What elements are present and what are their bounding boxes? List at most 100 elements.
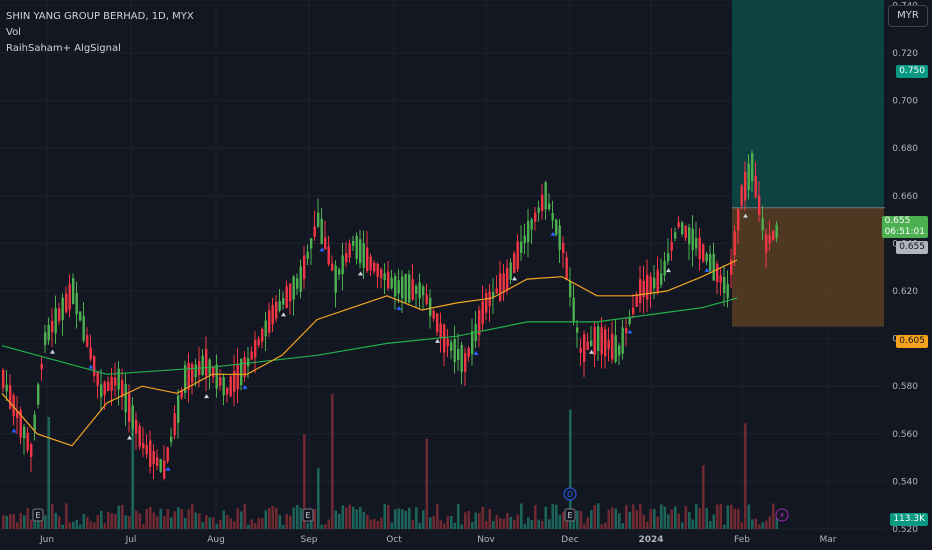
volume-bar xyxy=(282,524,285,529)
volume-bar xyxy=(278,515,282,529)
volume-bar xyxy=(660,504,663,529)
candle-body xyxy=(733,231,736,256)
signal-arrow xyxy=(550,231,556,236)
volume-bar xyxy=(149,506,152,529)
volume-bar xyxy=(621,523,625,529)
volume-bar xyxy=(625,505,628,529)
candle-body xyxy=(58,308,61,322)
candle-body xyxy=(719,275,722,283)
candle-body xyxy=(621,327,624,354)
candle-body xyxy=(607,340,610,349)
candle-body xyxy=(89,347,92,360)
candle-body xyxy=(443,324,446,353)
volume-bar xyxy=(16,522,19,529)
volume-bar xyxy=(432,516,436,529)
volume-bar xyxy=(233,521,236,529)
volume-bar xyxy=(387,504,390,529)
symbol-title[interactable]: SHIN YANG GROUP BERHAD, 1D, MYX xyxy=(6,11,194,22)
candle-body xyxy=(100,384,103,398)
candle-body xyxy=(61,297,64,321)
volume-bar xyxy=(135,510,138,529)
last-price-value: 0.655 xyxy=(884,216,911,226)
signal-arrow xyxy=(50,349,55,354)
countdown-value: 06:51:01 xyxy=(884,227,925,237)
volume-bar xyxy=(205,515,208,529)
candle-body xyxy=(303,255,306,280)
volume-bar xyxy=(124,515,128,529)
volume-tag: 113.3K xyxy=(890,513,928,526)
volume-bar xyxy=(401,509,404,529)
indicator-vol[interactable]: Vol xyxy=(6,27,21,38)
volume-bar xyxy=(338,513,341,529)
volume-bar xyxy=(751,519,754,529)
candle-body xyxy=(345,253,348,263)
volume-bar xyxy=(254,523,257,529)
candle-body xyxy=(131,405,134,429)
volume-bar xyxy=(86,517,89,529)
currency-button[interactable]: MYR xyxy=(888,5,928,27)
candle-body xyxy=(611,333,614,360)
candle-body xyxy=(369,256,372,271)
volume-bar xyxy=(128,516,131,529)
candle-body xyxy=(257,338,260,346)
candlesticks xyxy=(2,150,778,481)
candle-body xyxy=(180,390,183,398)
candle-body xyxy=(261,328,264,342)
signal-arrow xyxy=(473,351,479,356)
volume-bar xyxy=(593,505,597,529)
candle-body xyxy=(481,301,484,325)
candle-body xyxy=(674,232,677,239)
volume-bar xyxy=(324,524,327,529)
candle-body xyxy=(313,226,316,237)
candle-body xyxy=(187,362,190,390)
volume-bar xyxy=(9,514,12,529)
candle-body xyxy=(639,279,642,303)
candle-body xyxy=(96,371,99,386)
candle-body xyxy=(128,393,131,422)
candle-body xyxy=(124,383,127,413)
candle-body xyxy=(138,425,141,447)
candle-body xyxy=(712,253,715,281)
volume-bar xyxy=(530,520,534,529)
candle-body xyxy=(397,280,400,294)
volume-bar xyxy=(100,510,103,529)
signal-arrow xyxy=(743,213,748,218)
candle-body xyxy=(278,301,281,311)
volume-bar xyxy=(488,508,492,529)
volume-bar xyxy=(723,524,726,529)
candle-body xyxy=(324,237,327,250)
candle-body xyxy=(212,366,215,378)
candle-body xyxy=(439,323,442,338)
volume-bar xyxy=(131,418,135,529)
volume-bar xyxy=(303,434,306,529)
candle-body xyxy=(467,348,470,357)
volume-bar xyxy=(362,511,366,529)
candle-body xyxy=(327,246,330,265)
volume-bar xyxy=(117,505,121,529)
candle-body xyxy=(54,308,57,334)
volume-bar xyxy=(702,465,705,529)
candle-body xyxy=(355,235,358,259)
volume-bar xyxy=(268,507,271,529)
candle-body xyxy=(726,283,729,299)
candle-body xyxy=(383,273,386,281)
volume-bar xyxy=(422,510,425,529)
volume-bar xyxy=(12,514,16,529)
candle-body xyxy=(705,253,708,262)
indicator-algsignal[interactable]: RaihSaham+ AlgSignal xyxy=(6,43,121,54)
candle-body xyxy=(163,460,166,479)
volume-bar xyxy=(684,506,688,529)
volume-bar xyxy=(604,522,607,529)
volume-bar xyxy=(667,514,670,529)
volume-bar xyxy=(464,512,467,529)
candle-body xyxy=(296,278,299,289)
candle-body xyxy=(562,243,565,254)
volume-bar xyxy=(264,510,268,529)
volume-bar xyxy=(754,518,758,529)
volume-bar xyxy=(485,521,488,529)
candle-body xyxy=(362,242,365,268)
candle-body xyxy=(380,269,383,278)
signal-arrow xyxy=(281,312,286,317)
candle-body xyxy=(152,451,155,465)
